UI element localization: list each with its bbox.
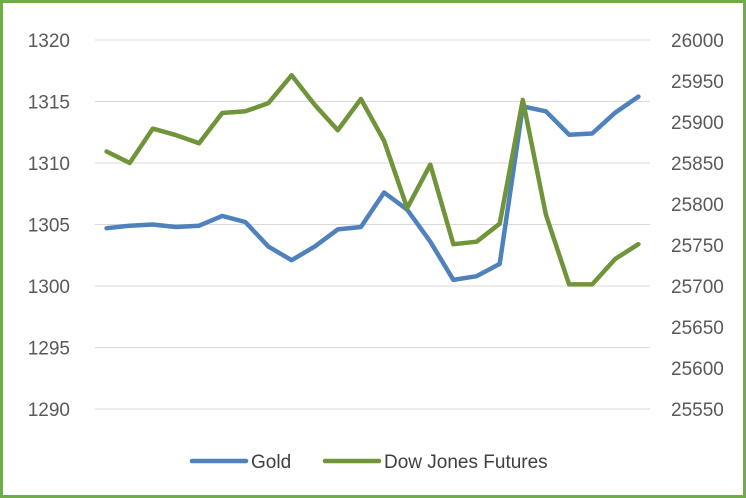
y-right-tick-label: 25650: [671, 318, 724, 339]
y-right-tick-label: 25750: [671, 236, 724, 257]
y-left-tick-label: 1300: [28, 277, 70, 298]
gold-series-line: [104, 94, 641, 283]
y-right-tick-label: 25700: [671, 277, 724, 298]
y-right-tick-label: 26000: [671, 31, 724, 52]
y-right-tick-label: 25900: [671, 113, 724, 134]
y-left-tick-label: 1305: [28, 216, 70, 237]
y-left-tick-label: 1315: [28, 93, 70, 114]
y-right-tick-label: 25850: [671, 154, 724, 175]
y-left-tick-label: 1295: [28, 339, 70, 360]
y-left-tick-label: 1310: [28, 154, 70, 175]
y-right-tick-label: 25800: [671, 195, 724, 216]
dow-jones-futures-legend-label: Dow Jones Futures: [384, 452, 548, 473]
y-right-tick-label: 25550: [671, 400, 724, 421]
y-right-tick-label: 25600: [671, 359, 724, 380]
dow-jones-futures-series-line: [104, 73, 641, 287]
y-left-tick-label: 1320: [28, 31, 70, 52]
y-right-tick-label: 25950: [671, 72, 724, 93]
y-left-tick-label: 1290: [28, 400, 70, 421]
gold-legend-label: Gold: [251, 452, 291, 473]
